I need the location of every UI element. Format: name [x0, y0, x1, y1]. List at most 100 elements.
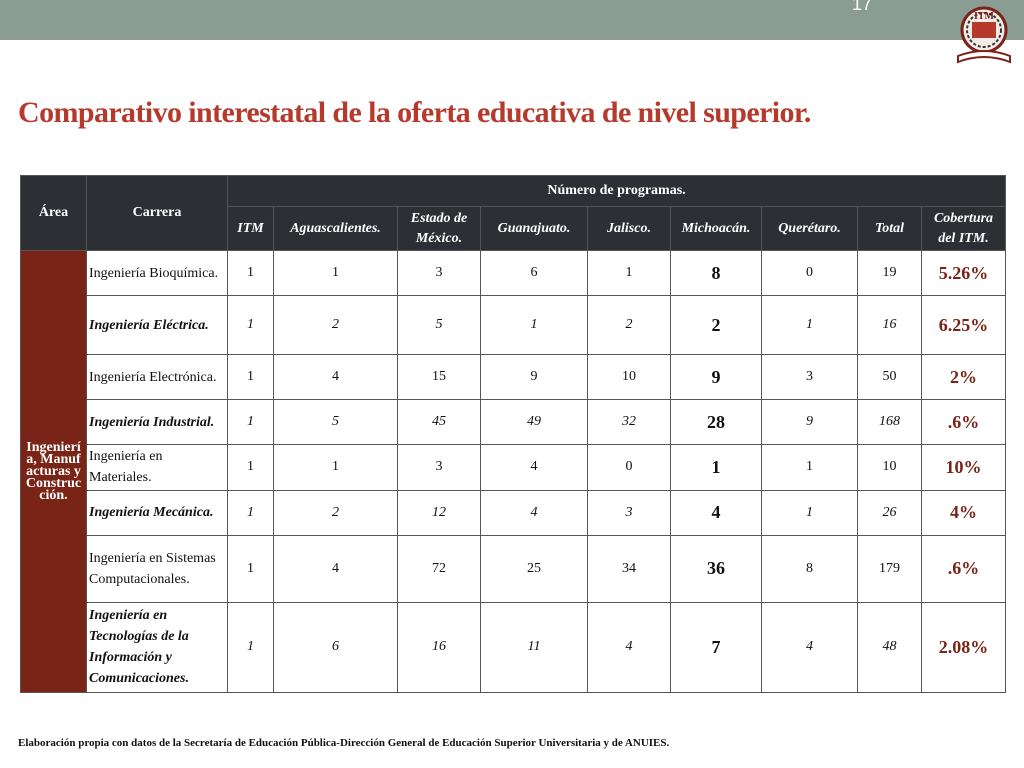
header-michoacan: Michoacán. — [670, 206, 762, 251]
ags-cell: 1 — [273, 444, 398, 491]
ags-cell: 2 — [273, 489, 398, 536]
carrera-cell: Ingeniería en Sistemas Computacionales. — [86, 534, 228, 603]
mich-cell: 8 — [670, 249, 762, 297]
mich-cell: 4 — [670, 489, 762, 536]
table-row: Ingeniería en Materiales. 1 1 3 4 0 1 1 … — [21, 444, 1007, 491]
table-row: Ingeniería Electrónica. 1 4 15 9 10 9 3 … — [21, 354, 1007, 401]
gto-cell: 4 — [480, 489, 588, 536]
edomex-cell: 72 — [397, 534, 481, 603]
edomex-cell: 12 — [397, 489, 481, 536]
header-total: Total — [857, 206, 922, 251]
cobertura-cell: .6% — [920, 399, 1007, 446]
slide-number: 17 — [852, 0, 873, 14]
cobertura-cell: 4% — [920, 489, 1007, 536]
qro-cell: 9 — [761, 399, 858, 446]
gto-cell: 9 — [480, 354, 588, 401]
header-guanajuato: Guanajuato. — [480, 206, 588, 251]
cobertura-cell: 2% — [920, 354, 1007, 401]
mich-cell: 28 — [670, 399, 762, 446]
itm-cell: 1 — [227, 489, 274, 536]
qro-cell: 8 — [761, 534, 858, 603]
mich-cell: 1 — [670, 444, 762, 491]
ags-cell: 5 — [273, 399, 398, 446]
table-row: Ingeniería, Manufacturas y Construcción.… — [20, 249, 1007, 693]
header-jalisco: Jalisco. — [587, 206, 671, 251]
table-row: Ingeniería Mecánica. 1 2 12 4 3 4 1 26 4… — [21, 489, 1007, 536]
jal-cell: 1 — [587, 249, 671, 297]
programs-table: Área Carrera Número de programas. ITM Ag… — [20, 175, 1007, 694]
header-aguascalientes: Aguascalientes. — [273, 206, 398, 251]
cobertura-cell: 5.26% — [920, 249, 1007, 297]
carrera-cell: Ingeniería Bioquímica. — [86, 249, 228, 297]
edomex-cell: 45 — [397, 399, 481, 446]
qro-cell: 3 — [761, 354, 858, 401]
total-cell: 168 — [857, 399, 922, 446]
edomex-cell: 15 — [397, 354, 481, 401]
total-cell: 50 — [857, 354, 922, 401]
gto-cell: 11 — [480, 601, 588, 694]
mich-cell: 2 — [670, 295, 762, 356]
gto-cell: 49 — [480, 399, 588, 446]
gto-cell: 25 — [480, 534, 588, 603]
area-cell: Ingeniería, Manufacturas y Construcción. — [20, 250, 87, 693]
total-cell: 179 — [857, 534, 922, 603]
carrera-cell: Ingeniería Eléctrica. — [86, 295, 228, 356]
jal-cell: 34 — [587, 534, 671, 603]
mich-cell: 9 — [670, 354, 762, 401]
header-itm: ITM — [227, 206, 274, 251]
table-row: Ingeniería en Tecnologías de la Informac… — [21, 601, 1007, 694]
itm-cell: 1 — [227, 295, 274, 356]
itm-cell: 1 — [227, 399, 274, 446]
header-carrera: Carrera — [86, 175, 228, 251]
itm-cell: 1 — [227, 444, 274, 491]
carrera-cell: Ingeniería Industrial. — [86, 399, 228, 446]
jal-cell: 0 — [587, 444, 671, 491]
header-estado-de-mexico: Estado de México. — [397, 206, 481, 251]
qro-cell: 4 — [761, 601, 858, 694]
gto-cell: 1 — [480, 295, 588, 356]
gto-cell: 6 — [480, 249, 588, 297]
total-cell: 16 — [857, 295, 922, 356]
edomex-cell: 3 — [397, 249, 481, 297]
page-title: Comparativo interestatal de la oferta ed… — [18, 96, 811, 129]
total-cell: 10 — [857, 444, 922, 491]
cobertura-cell: 10% — [920, 444, 1007, 491]
header-area: Área — [20, 175, 87, 251]
table-row: Ingeniería Industrial. 1 5 45 49 32 28 9… — [21, 399, 1007, 446]
cobertura-cell: .6% — [920, 534, 1007, 603]
ags-cell: 4 — [273, 534, 398, 603]
ags-cell: 1 — [273, 249, 398, 297]
itm-seal-icon: ITM — [957, 6, 1011, 64]
jal-cell: 3 — [587, 489, 671, 536]
itm-cell: 1 — [227, 249, 274, 297]
total-cell: 26 — [857, 489, 922, 536]
header-cobertura: Cobertura del ITM. — [920, 206, 1007, 251]
logo-text: ITM — [974, 11, 995, 22]
carrera-cell: Ingeniería Electrónica. — [86, 354, 228, 401]
source-note: Elaboración propia con datos de la Secre… — [18, 737, 670, 749]
itm-cell: 1 — [227, 601, 274, 694]
qro-cell: 1 — [761, 444, 858, 491]
carrera-cell: Ingeniería en Materiales. — [86, 444, 228, 491]
cobertura-cell: 6.25% — [920, 295, 1007, 356]
qro-cell: 1 — [761, 295, 858, 356]
jal-cell: 10 — [587, 354, 671, 401]
ags-cell: 6 — [273, 601, 398, 694]
itm-cell: 1 — [227, 534, 274, 603]
edomex-cell: 5 — [397, 295, 481, 356]
itm-cell: 1 — [227, 354, 274, 401]
total-cell: 48 — [857, 601, 922, 694]
jal-cell: 4 — [587, 601, 671, 694]
total-cell: 19 — [857, 249, 922, 297]
table-row: Ingeniería en Sistemas Computacionales. … — [21, 534, 1007, 603]
ags-cell: 2 — [273, 295, 398, 356]
mich-cell: 7 — [670, 601, 762, 694]
gto-cell: 4 — [480, 444, 588, 491]
qro-cell: 0 — [761, 249, 858, 297]
jal-cell: 2 — [587, 295, 671, 356]
cobertura-cell: 2.08% — [920, 601, 1007, 694]
mich-cell: 36 — [670, 534, 762, 603]
table-row: Ingeniería Eléctrica. 1 2 5 1 2 2 1 16 6… — [21, 295, 1007, 356]
carrera-cell: Ingeniería en Tecnologías de la Informac… — [86, 601, 228, 694]
carrera-cell: Ingeniería Mecánica. — [86, 489, 228, 536]
